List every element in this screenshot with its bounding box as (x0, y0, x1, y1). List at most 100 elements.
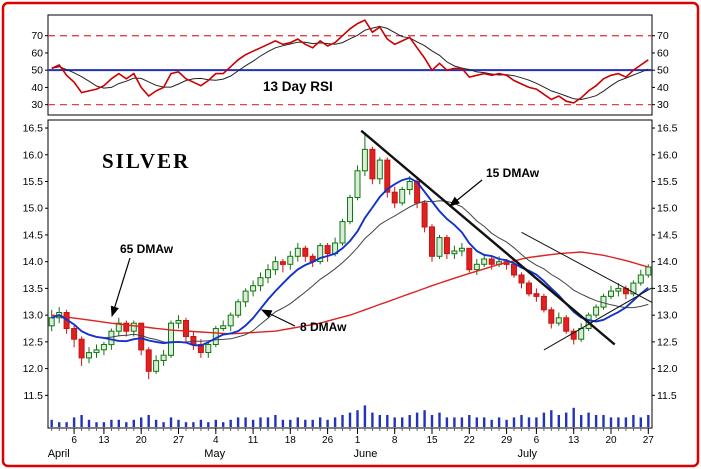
candle-body (555, 317, 562, 324)
rsi-line (51, 19, 649, 104)
candle-body (436, 237, 443, 257)
candle-body (615, 287, 622, 292)
candle-body (578, 328, 585, 340)
price-tick-label: 15.5 (657, 176, 678, 188)
volume-bar (80, 415, 83, 427)
volume-bar (58, 422, 61, 427)
candle-body (473, 263, 480, 271)
volume-bar (319, 417, 322, 427)
candle-body (637, 274, 644, 284)
x-tick-label: 29 (501, 435, 513, 446)
x-tick-label: 20 (605, 435, 617, 446)
volume-bar (274, 415, 277, 427)
volume-bar (408, 415, 411, 427)
x-tick-label: 27 (643, 435, 655, 446)
rsi-tick-label: 40 (657, 82, 669, 94)
candle-body (250, 285, 257, 292)
ma15-arrow (449, 179, 483, 207)
month-label: May (204, 448, 225, 460)
volume-bar (214, 419, 217, 427)
price-tick-label: 14.0 (657, 256, 678, 268)
volume-bar (609, 417, 613, 427)
x-tick-label: 6 (71, 435, 77, 446)
volume-bar (460, 417, 464, 427)
candle-body (511, 263, 517, 276)
candle-body (100, 344, 107, 351)
rsi-label: 13 Day RSI (263, 79, 333, 94)
candle-body (540, 295, 547, 311)
volume-bar (587, 412, 590, 427)
candle-body (384, 159, 391, 193)
volume-bar (296, 417, 299, 427)
candle-body (287, 255, 294, 265)
volume-bar (378, 415, 381, 427)
candle-body (339, 221, 346, 244)
rsi-tick-label: 50 (657, 65, 669, 77)
volume-bar (50, 419, 53, 427)
rsi-tick-label: 30 (31, 99, 43, 111)
volume-bar (348, 412, 352, 427)
candle-body (563, 317, 570, 332)
volume-bar (117, 419, 120, 427)
rsi-tick-label: 30 (657, 99, 669, 111)
candle-body (279, 261, 286, 265)
candle-body (257, 277, 264, 287)
price-tick-label: 12.5 (23, 336, 44, 348)
price-tick-label: 13.5 (657, 283, 678, 295)
rsi-tick-label: 40 (31, 82, 43, 94)
candle-body (443, 237, 450, 255)
volume-bar (617, 417, 620, 427)
candle-body (608, 290, 614, 297)
candle-body (242, 290, 249, 303)
volume-bar (244, 417, 247, 427)
x-tick-label: 18 (285, 435, 297, 446)
volume-bar (65, 422, 68, 427)
rsi-panel (47, 14, 653, 116)
volume-bar (468, 415, 471, 427)
price-tick-label: 11.5 (23, 390, 43, 402)
rsi-tick-label: 70 (657, 30, 669, 42)
candle-body (399, 189, 406, 204)
price-tick-label: 14.5 (23, 229, 44, 241)
ma8-line (51, 177, 649, 347)
volume-bar (169, 417, 173, 427)
volume-bar (393, 417, 396, 427)
month-label: June (354, 448, 378, 460)
volume-bar (639, 417, 642, 427)
x-tick-label: 1 (355, 435, 361, 446)
candle-body (518, 274, 525, 284)
volume-bar (594, 415, 598, 427)
candle-body (265, 269, 271, 279)
candle-body (630, 282, 637, 295)
volume-bar (259, 417, 262, 427)
volume-bar (386, 415, 389, 427)
price-tick-label: 16.5 (657, 123, 678, 135)
volume-bar (602, 415, 605, 427)
candle-body (526, 282, 532, 295)
candle-body (168, 322, 174, 356)
candle-body (115, 322, 122, 332)
candle-body (227, 314, 234, 327)
volume-bar (371, 412, 374, 427)
volume-bar (520, 415, 523, 427)
candle-body (533, 293, 540, 297)
candle-body (130, 322, 137, 332)
volume-bar (475, 417, 478, 427)
price-tick-label: 15.0 (23, 203, 44, 215)
price-tick-label: 13.5 (23, 283, 44, 295)
volume-bar (632, 415, 635, 427)
volume-bar (125, 422, 128, 427)
rsi-tick-label: 50 (31, 65, 43, 77)
ma65-label: 65 DMAw (120, 242, 174, 256)
candle-body (361, 148, 368, 172)
volume-bar (363, 405, 367, 427)
candle-body (190, 336, 197, 345)
x-tick-label: 13 (568, 435, 580, 446)
volume-bar (527, 417, 531, 427)
candle-body (429, 226, 435, 257)
volume-bar (333, 417, 337, 427)
candle-body (369, 148, 376, 180)
candle-body (421, 202, 428, 228)
price-tick-label: 14.0 (23, 256, 44, 268)
x-tick-label: 15 (426, 435, 438, 446)
